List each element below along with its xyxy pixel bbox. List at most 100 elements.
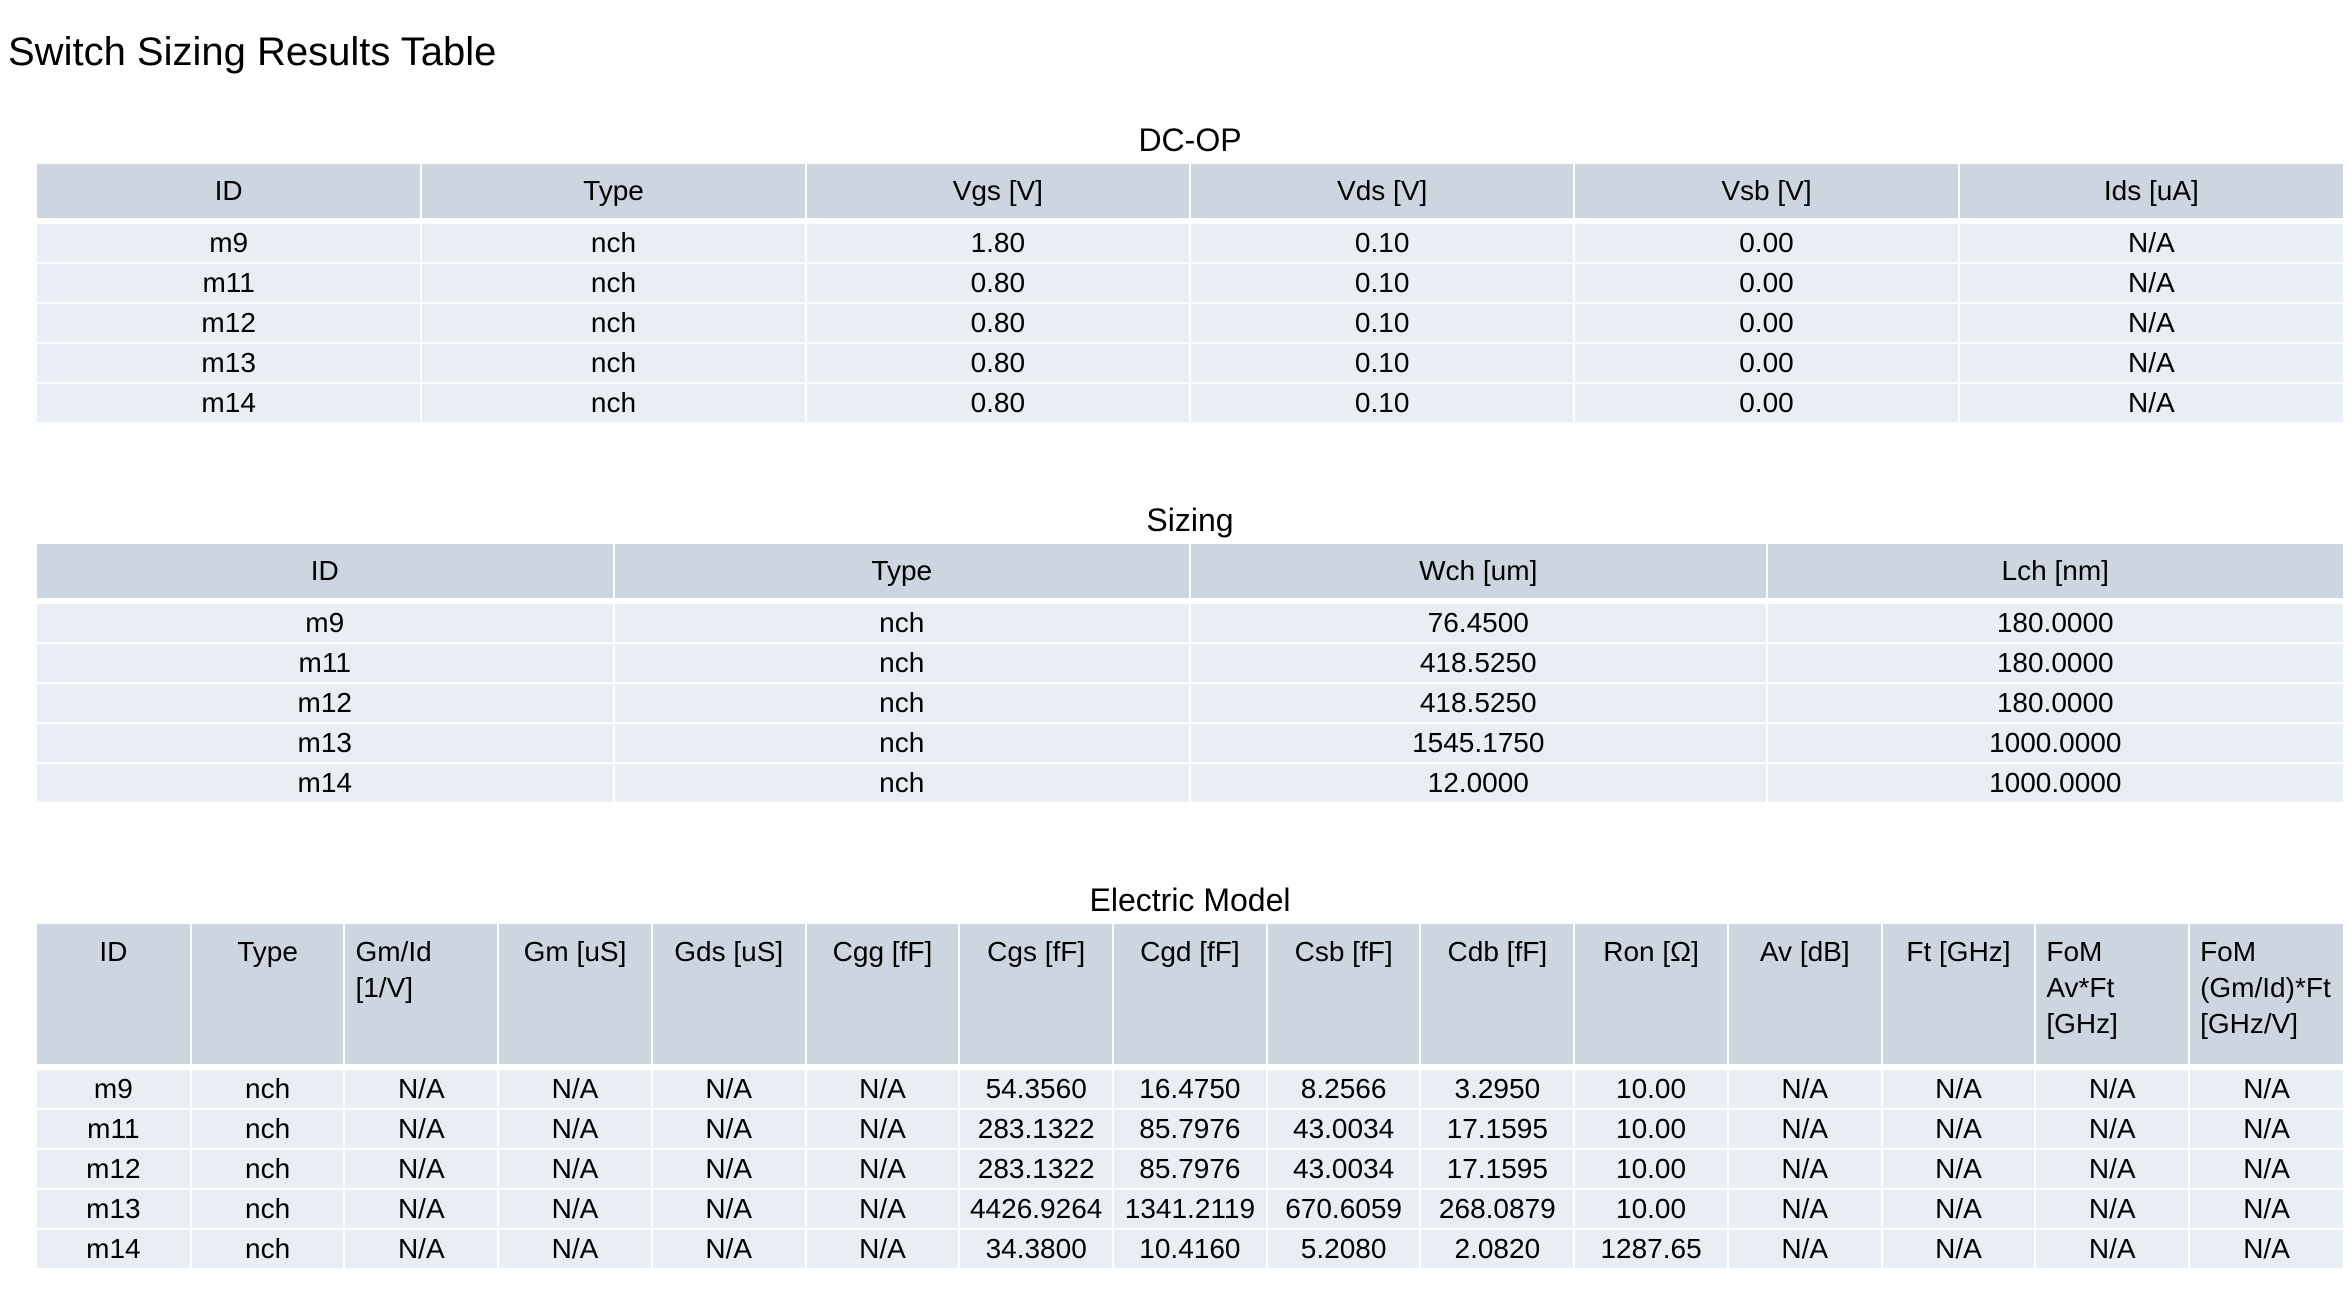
table-cell: m12 <box>37 302 422 343</box>
table-cell: 34.3800 <box>958 1228 1114 1268</box>
table-cell: 10.00 <box>1573 1070 1728 1109</box>
dcop-header-vgs: Vgs [V] <box>804 164 1190 218</box>
dcop-header-type: Type <box>420 164 806 218</box>
table-cell: 17.1595 <box>1419 1148 1575 1189</box>
electric-header-av: Av [dB] <box>1726 924 1882 1064</box>
table-cell: m14 <box>37 382 422 422</box>
table-cell: nch <box>420 302 806 343</box>
table-cell: 0.00 <box>1573 224 1959 263</box>
table-cell: m9 <box>37 604 614 643</box>
electric-header-ron: Ron [Ω] <box>1573 924 1728 1064</box>
table-cell: 16.4750 <box>1112 1070 1267 1109</box>
table-cell: 1341.2119 <box>1112 1188 1267 1229</box>
table-cell: nch <box>420 382 806 422</box>
table-cell: 10.4160 <box>1112 1228 1267 1268</box>
table-cell: N/A <box>1726 1228 1882 1268</box>
table-cell: N/A <box>343 1148 499 1189</box>
sizing-header-type: Type <box>612 544 1190 598</box>
table-cell: N/A <box>2188 1108 2343 1149</box>
table-cell: 17.1595 <box>1419 1108 1575 1149</box>
table-cell: N/A <box>2188 1188 2343 1229</box>
table-cell: 85.7976 <box>1112 1108 1267 1149</box>
sizing-header-id: ID <box>37 544 614 598</box>
electric-section: Electric Model ID Type Gm/Id [1/V] Gm [u… <box>37 880 2343 1268</box>
table-cell: 180.0000 <box>1765 642 2343 683</box>
dcop-header-vds: Vds [V] <box>1188 164 1575 218</box>
table-cell: 10.00 <box>1573 1148 1728 1189</box>
table-cell: 54.3560 <box>958 1070 1114 1109</box>
table-cell: 180.0000 <box>1765 604 2343 643</box>
table-cell: nch <box>612 642 1190 683</box>
table-cell: N/A <box>2034 1108 2190 1149</box>
table-cell: 5.2080 <box>1265 1228 1421 1268</box>
page-title: Switch Sizing Results Table <box>8 30 497 74</box>
table-cell: N/A <box>343 1070 499 1109</box>
table-cell: 8.2566 <box>1265 1070 1421 1109</box>
table-cell: nch <box>189 1228 345 1268</box>
table-cell: 283.1322 <box>958 1148 1114 1189</box>
electric-header-ft: Ft [GHz] <box>1880 924 2036 1064</box>
table-cell: 85.7976 <box>1112 1148 1267 1189</box>
table-cell: N/A <box>497 1148 652 1189</box>
electric-header-cdb: Cdb [fF] <box>1419 924 1575 1064</box>
table-cell: N/A <box>804 1070 960 1109</box>
table-cell: N/A <box>804 1228 960 1268</box>
table-cell: N/A <box>2034 1188 2190 1229</box>
electric-header-fom-gmid-ft: FoM (Gm/Id)*Ft [GHz/V] <box>2188 924 2343 1064</box>
electric-table-body: m9 nch N/A N/A N/A N/A 54.3560 16.4750 8.2566 3.2… <box>37 1070 2343 1268</box>
table-row: m11 nch 418.5250 180.0000 <box>37 642 2343 683</box>
table-cell: N/A <box>1957 262 2343 303</box>
table-cell: 1.80 <box>804 224 1190 263</box>
electric-header-id: ID <box>37 924 191 1064</box>
table-cell: N/A <box>2034 1228 2190 1268</box>
table-cell: N/A <box>650 1228 806 1268</box>
table-cell: nch <box>612 762 1190 802</box>
table-cell: 0.10 <box>1188 224 1575 263</box>
table-cell: N/A <box>804 1188 960 1229</box>
table-cell: N/A <box>497 1070 652 1109</box>
table-cell: 0.10 <box>1188 302 1575 343</box>
table-cell: N/A <box>804 1148 960 1189</box>
table-cell: 10.00 <box>1573 1188 1728 1229</box>
table-cell: m9 <box>37 224 422 263</box>
electric-table: ID Type Gm/Id [1/V] Gm [uS] Gds [uS] Cgg… <box>37 924 2343 1268</box>
table-cell: m14 <box>37 762 614 802</box>
table-cell: 1287.65 <box>1573 1228 1728 1268</box>
table-cell: N/A <box>1880 1108 2036 1149</box>
table-cell: N/A <box>1726 1188 1882 1229</box>
table-cell: N/A <box>343 1108 499 1149</box>
sizing-section: Sizing ID Type Wch [um] Lch [nm] m9 nch 76… <box>37 500 2343 802</box>
table-cell: nch <box>612 682 1190 723</box>
table-cell: N/A <box>650 1148 806 1189</box>
table-cell: N/A <box>2188 1070 2343 1109</box>
table-cell: N/A <box>1726 1070 1882 1109</box>
sizing-table: ID Type Wch [um] Lch [nm] m9 nch 76.4500 18… <box>37 544 2343 802</box>
table-cell: 0.00 <box>1573 342 1959 383</box>
sizing-table-body: m9 nch 76.4500 180.0000 m11 nch 418.5250 180.00… <box>37 604 2343 802</box>
table-cell: 1000.0000 <box>1765 722 2343 763</box>
table-cell: m9 <box>37 1070 191 1109</box>
table-cell: N/A <box>2034 1148 2190 1189</box>
table-cell: nch <box>420 342 806 383</box>
table-cell: 0.00 <box>1573 382 1959 422</box>
table-cell: nch <box>189 1188 345 1229</box>
table-row: m9 nch N/A N/A N/A N/A 54.3560 16.4750 8.2566 3.2… <box>37 1070 2343 1109</box>
table-cell: nch <box>189 1070 345 1109</box>
dcop-table-body: m9 nch 1.80 0.10 0.00 N/A m11 nch 0.80 0.10 0.00 N/… <box>37 224 2343 422</box>
table-cell: N/A <box>650 1070 806 1109</box>
table-cell: 0.80 <box>804 302 1190 343</box>
table-cell: N/A <box>343 1228 499 1268</box>
electric-header-cgd: Cgd [fF] <box>1112 924 1267 1064</box>
sizing-header-wch: Wch [um] <box>1189 544 1767 598</box>
table-cell: N/A <box>497 1228 652 1268</box>
table-cell: N/A <box>1880 1148 2036 1189</box>
table-row: m13 nch 0.80 0.10 0.00 N/A <box>37 342 2343 383</box>
sizing-title: Sizing <box>1146 502 1234 538</box>
electric-header-cgg: Cgg [fF] <box>804 924 960 1064</box>
table-cell: 10.00 <box>1573 1108 1728 1149</box>
table-cell: 0.10 <box>1188 342 1575 383</box>
table-row: m14 nch 0.80 0.10 0.00 N/A <box>37 382 2343 422</box>
table-cell: 0.10 <box>1188 382 1575 422</box>
electric-header-cgs: Cgs [fF] <box>958 924 1114 1064</box>
table-cell: 4426.9264 <box>958 1188 1114 1229</box>
